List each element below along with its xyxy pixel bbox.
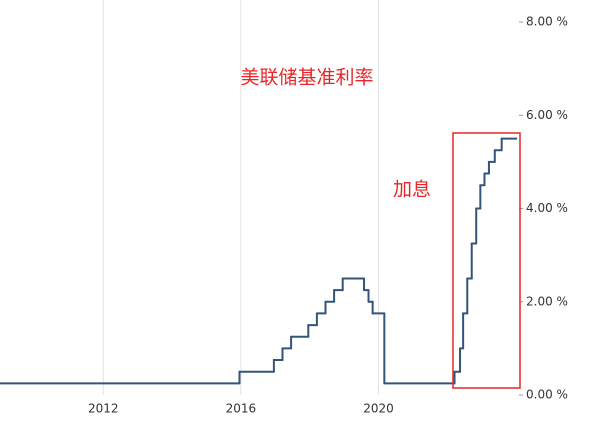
y-tick-label: 2.00 % (526, 294, 568, 308)
y-tick-label: 4.00 % (526, 201, 568, 215)
x-tick-label: 2012 (88, 402, 119, 416)
highlight-box (452, 132, 521, 389)
x-tick-label: 2016 (226, 402, 257, 416)
x-tick-label: 2020 (363, 402, 394, 416)
plot: 2012 2016 2020 0.00 % 2.00 % 4.00 % 6.00 % 8.00… (0, 0, 568, 416)
y-tick-label: 6.00 % (526, 108, 568, 122)
y-tick-label: 0.00 % (526, 388, 568, 402)
annotation: 加息 (393, 179, 431, 201)
y-tick-label: 8.00 % (526, 15, 568, 29)
annotation: 美联储基准利率 (240, 67, 373, 89)
